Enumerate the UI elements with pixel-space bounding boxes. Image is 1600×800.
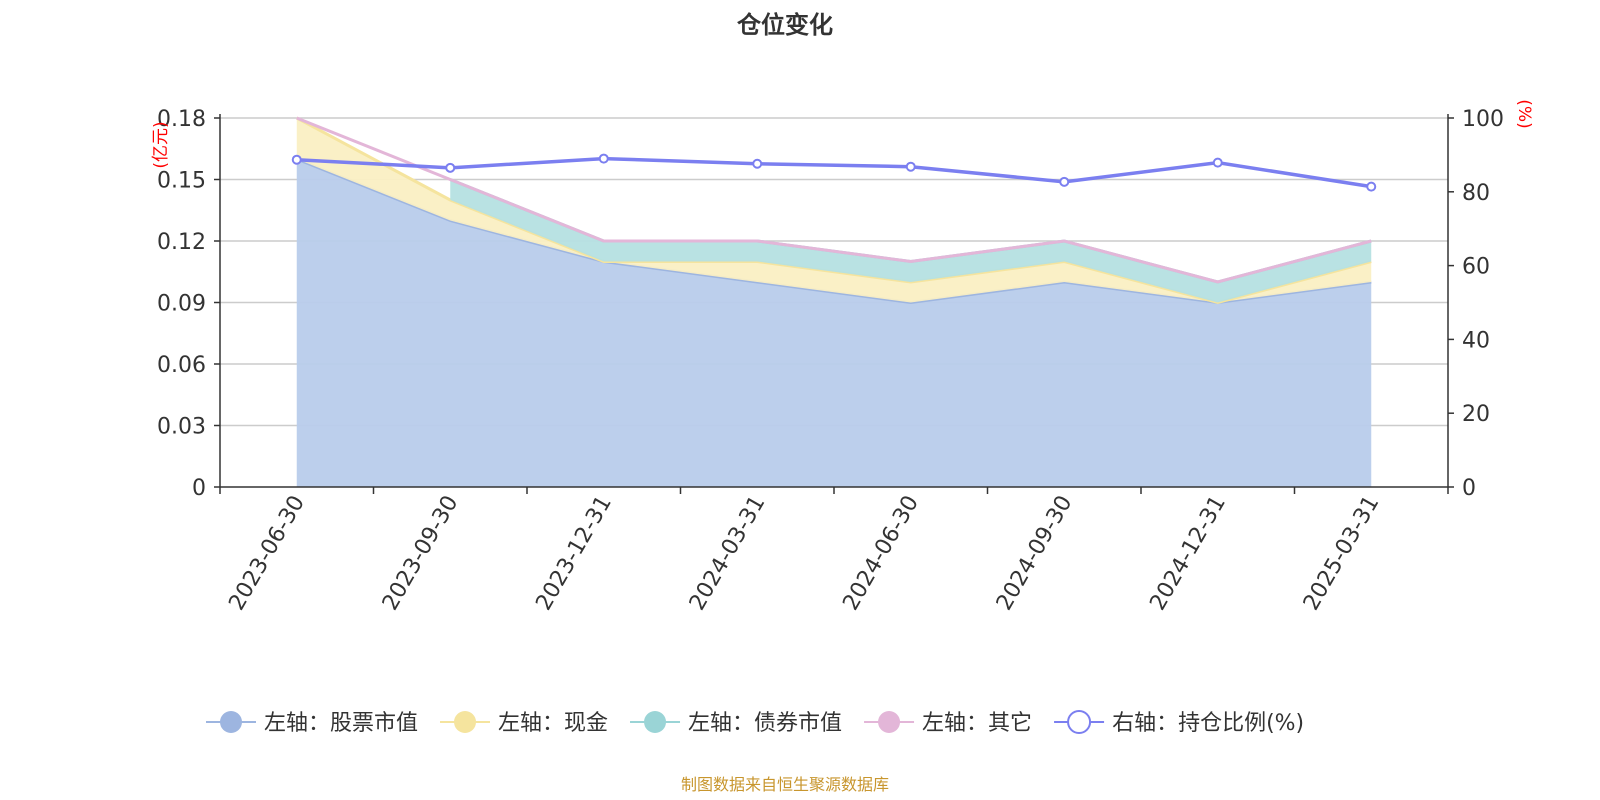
x-tick-label: 2023-06-30 — [224, 492, 310, 615]
legend-item: 左轴：其它 — [864, 711, 1032, 736]
area-0 — [296, 159, 1372, 487]
legend-label: 左轴：其它 — [922, 711, 1032, 736]
area-line-3 — [296, 116, 1372, 284]
ratio-point — [1059, 176, 1070, 187]
x-tick-label: 2023-12-31 — [531, 492, 617, 615]
legend-marker-icon — [1067, 710, 1092, 734]
legend-label: 左轴：股票市值 — [264, 711, 418, 736]
left-tick-label: 0.12 — [157, 230, 206, 255]
left-axis-unit: (亿元) — [151, 121, 171, 168]
x-tick-label: 2024-12-31 — [1145, 492, 1231, 615]
legend-marker-icon — [878, 711, 901, 733]
legend-item: 左轴：股票市值 — [206, 711, 418, 736]
legend-item: 右轴：持仓比例(%) — [1054, 710, 1304, 736]
left-tick-label: 0.18 — [157, 107, 206, 132]
legend-marker-icon — [454, 711, 477, 733]
legend-label: 左轴：现金 — [498, 711, 608, 736]
source-note: 制图数据来自恒生聚源数据库 — [681, 775, 889, 794]
legend-item: 左轴：债券市值 — [630, 711, 842, 736]
right-tick-label: 80 — [1462, 181, 1490, 206]
right-tick-label: 60 — [1462, 255, 1490, 280]
legend-item: 左轴：现金 — [440, 711, 608, 736]
ratio-point — [905, 161, 916, 172]
area-2 — [450, 179, 1372, 303]
x-tick-label: 2024-03-31 — [685, 492, 771, 615]
ratio-point — [1212, 157, 1223, 168]
left-tick-label: 0.06 — [157, 353, 206, 378]
ratio-line — [296, 156, 1372, 189]
right-tick-label: 100 — [1462, 107, 1504, 132]
legend-label: 右轴：持仓比例(%) — [1112, 711, 1304, 736]
x-tick-label: 2025-03-31 — [1299, 492, 1385, 615]
ratio-point — [752, 158, 763, 169]
right-axis-unit: (%) — [1514, 99, 1534, 128]
x-tick-label: 2024-06-30 — [838, 492, 924, 615]
right-tick-label: 20 — [1462, 402, 1490, 427]
ratio-point — [291, 154, 302, 165]
ratio-point — [445, 162, 456, 173]
right-tick-label: 0 — [1462, 476, 1476, 501]
left-tick-label: 0.09 — [157, 292, 206, 317]
right-tick-label: 40 — [1462, 328, 1490, 353]
left-tick-label: 0.15 — [157, 169, 206, 194]
x-tick-label: 2024-09-30 — [992, 492, 1078, 615]
ratio-point — [1366, 181, 1377, 192]
x-tick-label: 2023-09-30 — [378, 492, 464, 615]
legend-marker-icon — [220, 711, 242, 733]
ratio-point — [598, 153, 609, 164]
left-tick-label: 0 — [192, 476, 206, 501]
chart-title: 仓位变化 — [736, 11, 833, 39]
left-tick-label: 0.03 — [157, 415, 206, 440]
legend-label: 左轴：债券市值 — [688, 711, 842, 736]
legend-marker-icon — [644, 711, 667, 733]
